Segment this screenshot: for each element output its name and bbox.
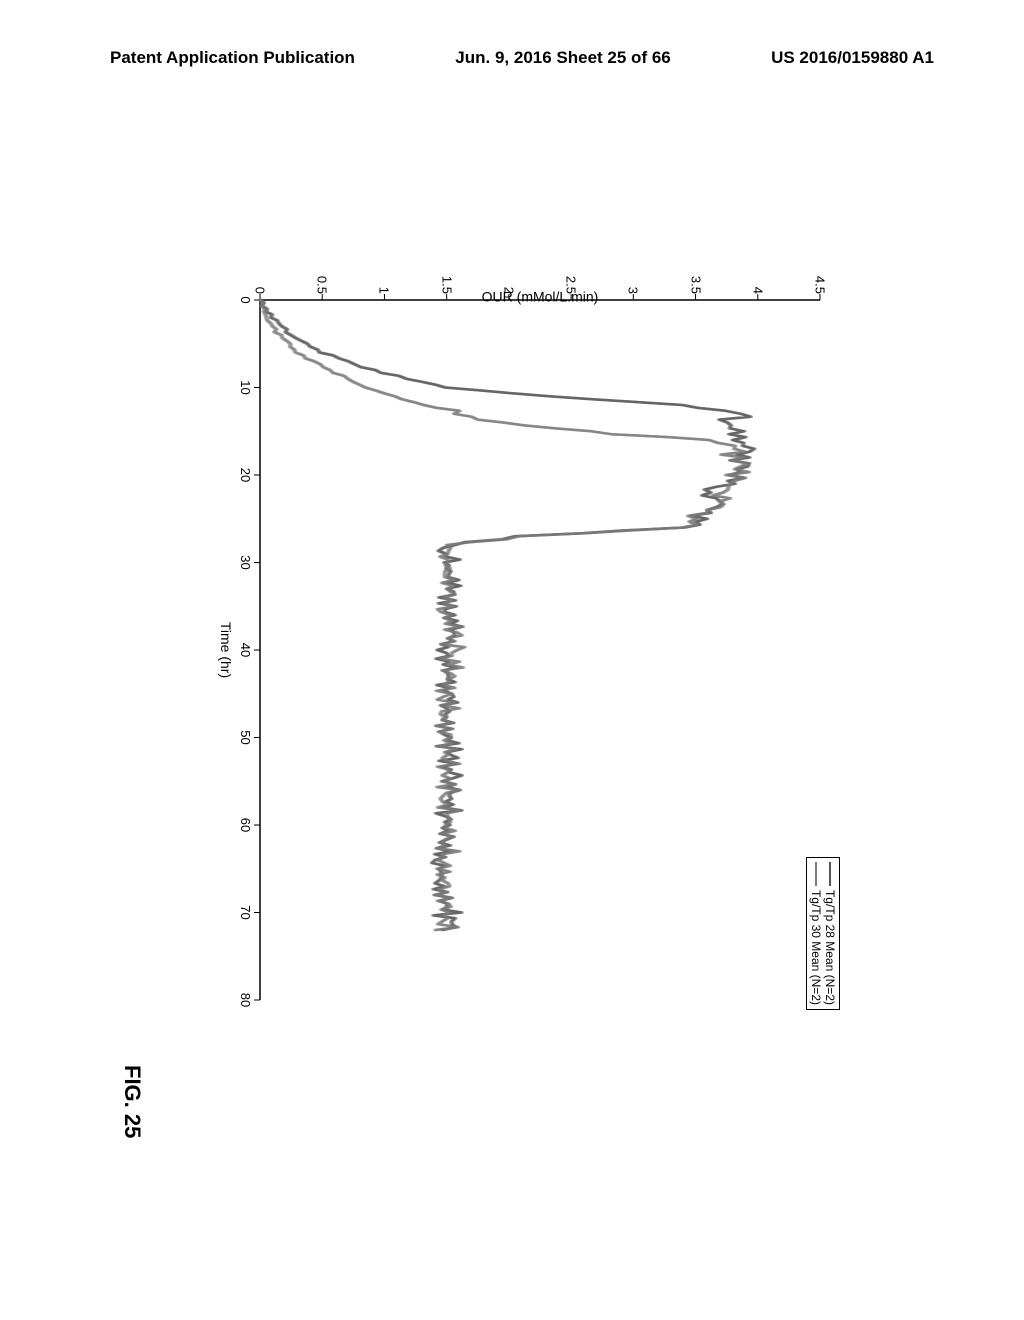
x-tick-label: 70 bbox=[238, 905, 253, 919]
y-tick-label: 0.5 bbox=[315, 264, 330, 294]
y-tick-label: 1 bbox=[377, 264, 392, 294]
header-center: Jun. 9, 2016 Sheet 25 of 66 bbox=[455, 48, 670, 68]
chart-legend: Tg/Tp 28 Mean (N=2)Tg/Tp 30 Mean (N=2) bbox=[806, 857, 840, 1010]
y-tick-label: 3.5 bbox=[688, 264, 703, 294]
x-tick-label: 0 bbox=[238, 296, 253, 303]
y-tick-label: 0 bbox=[253, 264, 268, 294]
figure-25: 00.511.522.533.544.5 01020304050607080 O… bbox=[160, 220, 860, 1040]
legend-swatch bbox=[815, 862, 817, 886]
legend-item: Tg/Tp 30 Mean (N=2) bbox=[809, 862, 823, 1005]
plot-area: 00.511.522.533.544.5 01020304050607080 O… bbox=[260, 300, 820, 1000]
x-axis-label: Time (hr) bbox=[218, 622, 234, 678]
legend-label: Tg/Tp 30 Mean (N=2) bbox=[809, 890, 823, 1005]
x-tick-label: 10 bbox=[238, 380, 253, 394]
page-header: Patent Application Publication Jun. 9, 2… bbox=[0, 48, 1024, 68]
x-tick-label: 60 bbox=[238, 818, 253, 832]
header-right: US 2016/0159880 A1 bbox=[771, 48, 934, 68]
chart-svg bbox=[260, 300, 820, 1000]
x-tick-label: 30 bbox=[238, 555, 253, 569]
legend-label: Tg/Tp 28 Mean (N=2) bbox=[823, 890, 837, 1005]
x-tick-label: 80 bbox=[238, 993, 253, 1007]
y-axis-label: OUR (mMol/L.min) bbox=[482, 288, 599, 304]
x-tick-label: 20 bbox=[238, 468, 253, 482]
rotated-chart-container: 00.511.522.533.544.5 01020304050607080 O… bbox=[160, 220, 860, 1040]
y-tick-label: 4.5 bbox=[813, 264, 828, 294]
figure-label: FIG. 25 bbox=[119, 1065, 145, 1138]
y-tick-label: 4 bbox=[750, 264, 765, 294]
legend-swatch bbox=[829, 862, 831, 886]
x-tick-label: 40 bbox=[238, 643, 253, 657]
y-tick-label: 1.5 bbox=[439, 264, 454, 294]
legend-item: Tg/Tp 28 Mean (N=2) bbox=[823, 862, 837, 1005]
x-tick-label: 50 bbox=[238, 730, 253, 744]
header-left: Patent Application Publication bbox=[110, 48, 355, 68]
y-tick-label: 3 bbox=[626, 264, 641, 294]
